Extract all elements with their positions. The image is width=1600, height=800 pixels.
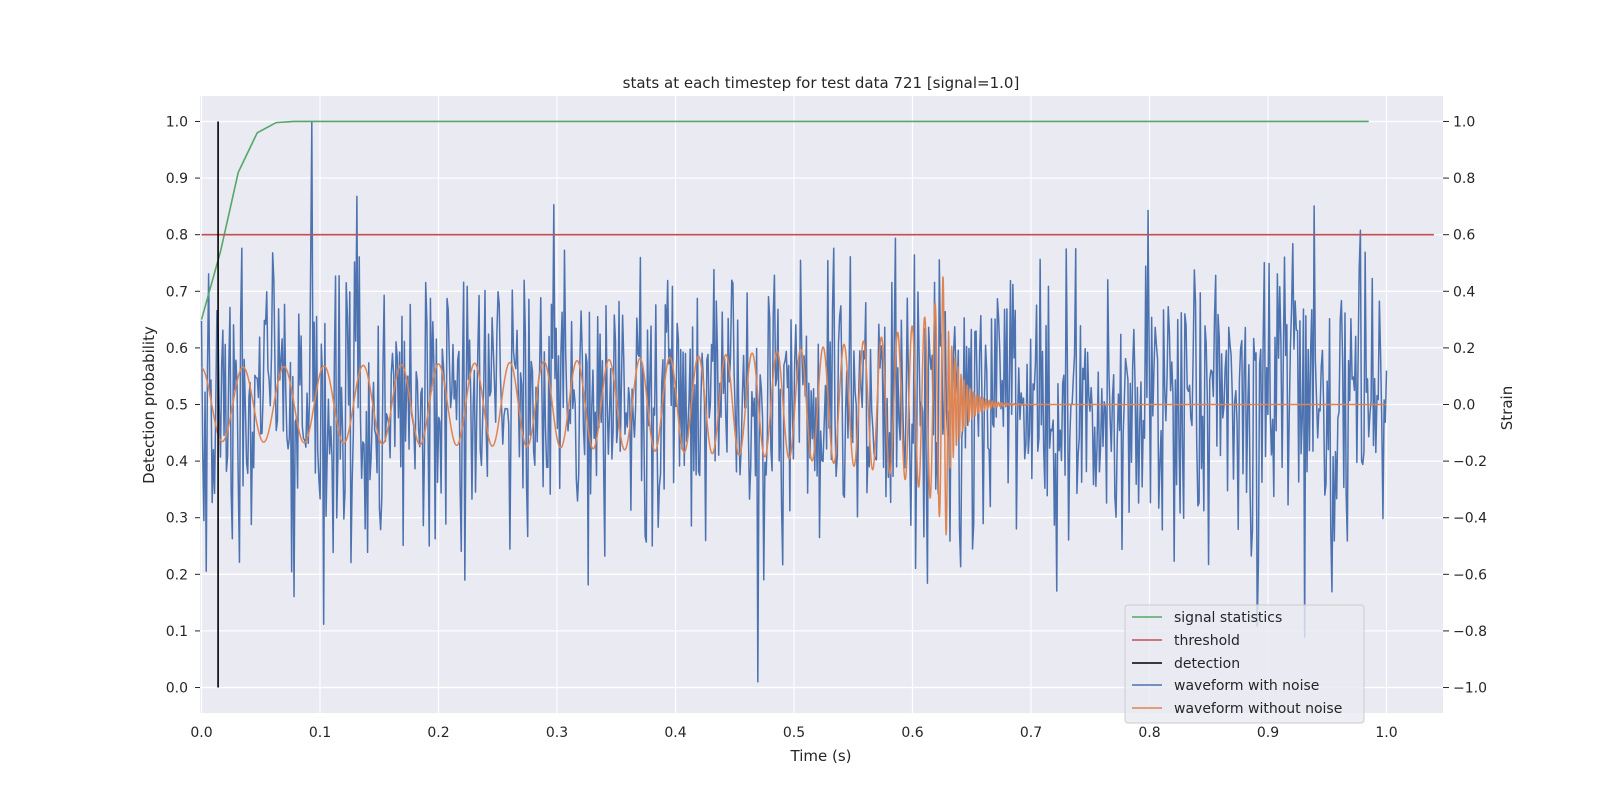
y-tick-label: 0.8 — [166, 228, 188, 244]
y2-tick-label: −0.2 — [1453, 454, 1487, 470]
series-layer — [200, 120, 1434, 688]
y2-tick-label: 0.8 — [1453, 171, 1475, 187]
y-tick-label: 0.9 — [166, 171, 188, 187]
y2-tick-label: −0.6 — [1453, 567, 1487, 583]
x-tick-label: 0.3 — [546, 725, 568, 741]
y2-tick-label: 1.0 — [1453, 114, 1475, 130]
series-signal-statistics — [200, 120, 1369, 320]
x-tick-label: 0.5 — [783, 725, 805, 741]
x-tick-label: 1.0 — [1375, 725, 1397, 741]
y-tick-label: 1.0 — [166, 114, 188, 130]
chart-title: stats at each timestep for test data 721… — [623, 74, 1020, 92]
x-tick-label: 0.7 — [1020, 725, 1042, 741]
y-tick-label: 0.6 — [166, 341, 188, 357]
x-tick-label: 0.9 — [1257, 725, 1279, 741]
x-tick-label: 0.8 — [1138, 725, 1160, 741]
y-axis-label: Detection probability — [140, 326, 158, 484]
series-waveform-without-noise — [201, 276, 1387, 536]
x-tick-label: 0.4 — [664, 725, 686, 741]
y2-tick-label: 0.4 — [1453, 284, 1475, 300]
x-tick-label: 0.1 — [309, 725, 331, 741]
y-tick-label: 0.2 — [166, 567, 188, 583]
ticks: 0.0 0.1 0.2 0.3 0.4 0.5 0.6 0.7 0.8 0.9 1.0 0.0 0.1 0… — [166, 114, 1487, 741]
legend-label-waveform-without-noise: waveform without noise — [1174, 701, 1342, 717]
x-tick-label: 0.6 — [901, 725, 923, 741]
y2-tick-label: 0.2 — [1453, 341, 1475, 357]
legend: signal statistics threshold detection wa… — [1124, 604, 1365, 724]
y-tick-label: 0.1 — [166, 624, 188, 640]
y-tick-label: 0.7 — [166, 284, 188, 300]
x-tick-label: 0.0 — [190, 725, 212, 741]
y-tick-label: 0.3 — [166, 511, 188, 527]
legend-label-threshold: threshold — [1174, 633, 1240, 649]
legend-label-detection: detection — [1174, 656, 1240, 672]
y2-tick-label: −0.8 — [1453, 624, 1487, 640]
y-tick-label: 0.0 — [166, 681, 188, 697]
x-tick-label: 0.2 — [427, 725, 449, 741]
y-tick-label: 0.4 — [166, 454, 188, 470]
y2-tick-label: −0.4 — [1453, 511, 1487, 527]
y2-tick-label: 0.6 — [1453, 228, 1475, 244]
y2-axis-label: Strain — [1498, 386, 1516, 430]
legend-label-waveform-with-noise: waveform with noise — [1174, 678, 1319, 694]
x-axis-label: Time (s) — [790, 747, 852, 765]
y-tick-label: 0.5 — [166, 398, 188, 414]
legend-box — [1124, 604, 1365, 724]
y2-tick-label: 0.0 — [1453, 398, 1475, 414]
legend-label-signal-statistics: signal statistics — [1174, 610, 1282, 626]
y2-tick-label: −1.0 — [1453, 681, 1487, 697]
